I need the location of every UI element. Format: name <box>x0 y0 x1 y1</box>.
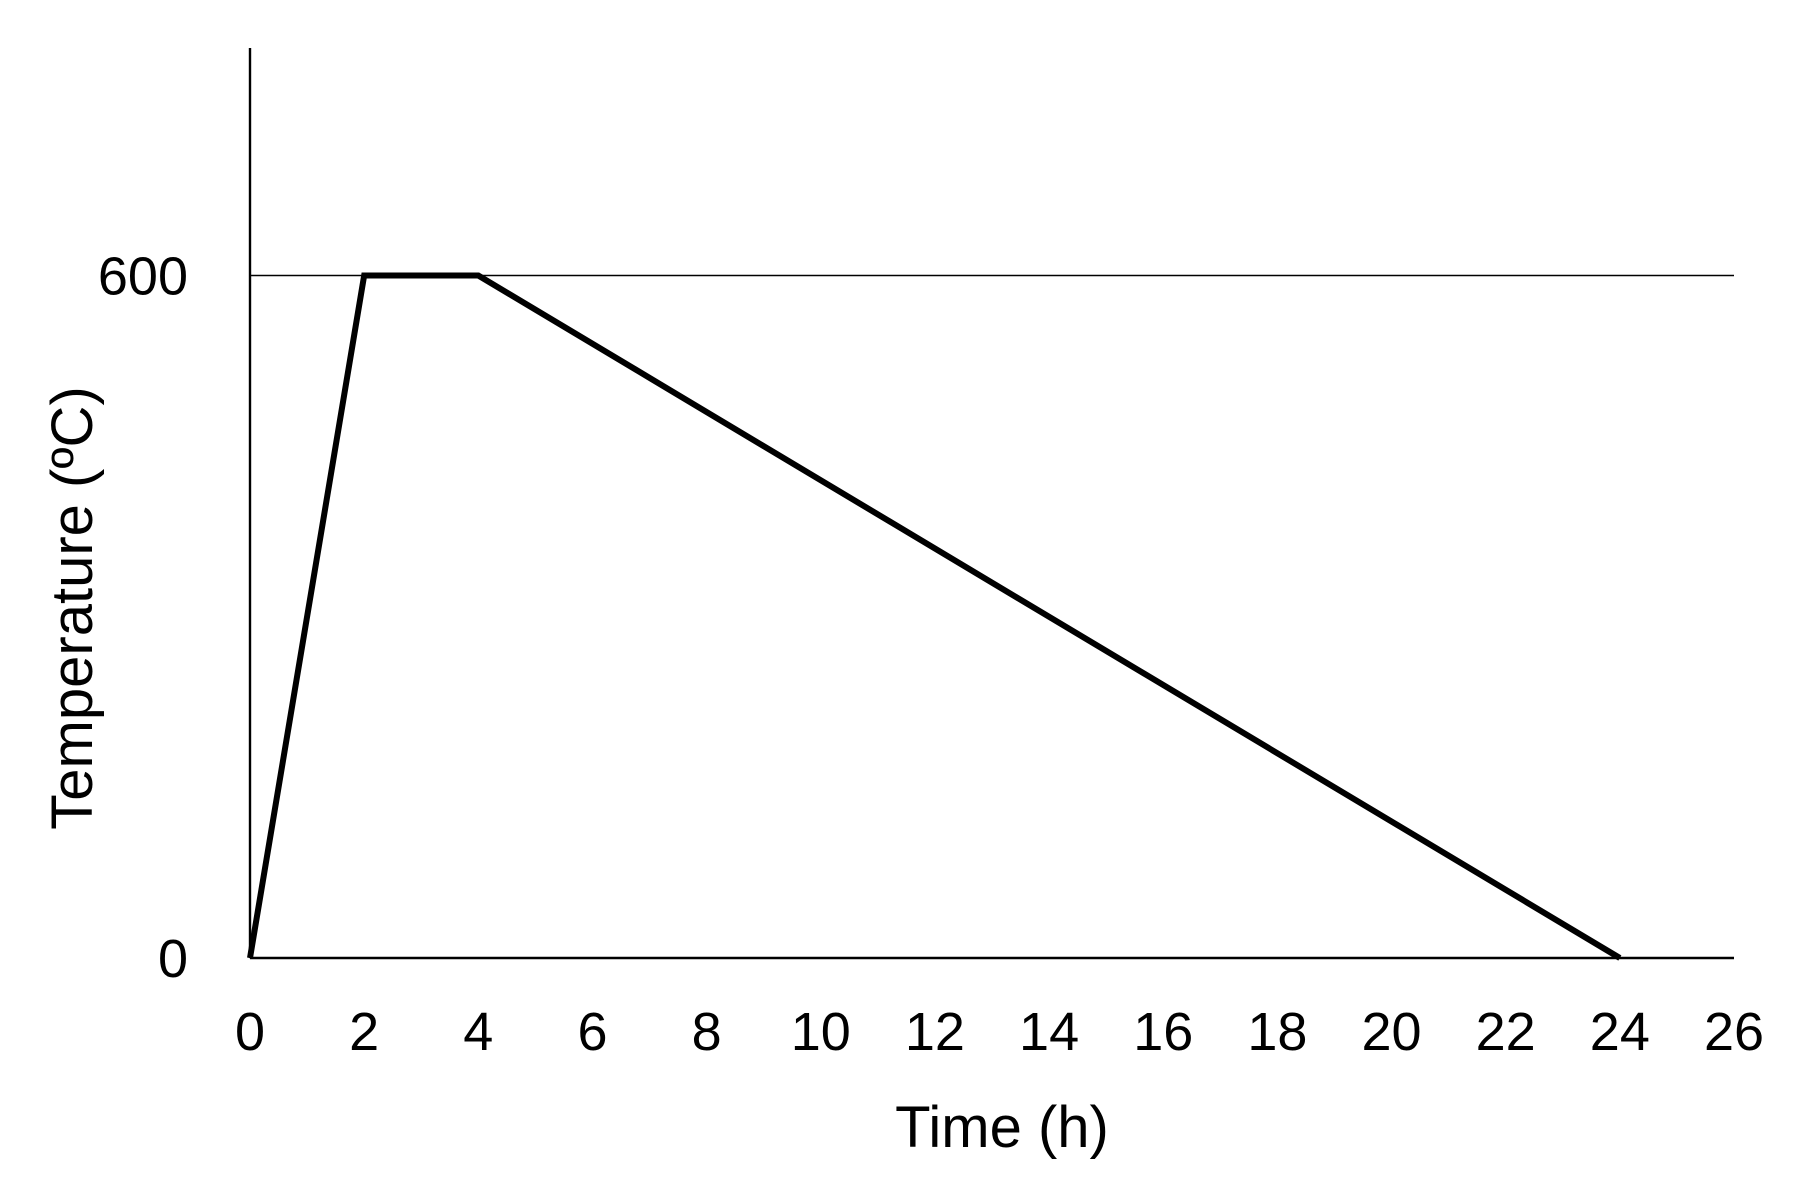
series-point-0-1 <box>363 275 365 276</box>
x-tick-label-0: 0 <box>235 1002 265 1062</box>
series-point-0-3 <box>1619 957 1621 959</box>
axes <box>248 48 1734 960</box>
series-point-0-0 <box>249 957 251 959</box>
x-tick-label-26: 26 <box>1704 1002 1764 1062</box>
x-tick-label-16: 16 <box>1133 1002 1193 1062</box>
x-tick-label-22: 22 <box>1476 1002 1536 1062</box>
x-tick-label-4: 4 <box>463 1002 493 1062</box>
x-axis-label: Time (h) <box>895 1095 1109 1160</box>
x-tick-label-8: 8 <box>692 1002 722 1062</box>
x-tick-labels: 0 2 4 6 8 10 12 14 16 18 20 22 24 26 <box>235 1002 1764 1062</box>
series-point-0-2 <box>477 275 479 276</box>
series-layer <box>247 272 1622 961</box>
x-tick-label-20: 20 <box>1361 1002 1421 1062</box>
y-axis-label: Temperature (ºC) <box>40 386 105 829</box>
y-tick-label-600: 600 <box>98 247 188 307</box>
x-tick-label-2: 2 <box>349 1002 379 1062</box>
x-tick-label-14: 14 <box>1019 1002 1079 1062</box>
x-tick-label-18: 18 <box>1247 1002 1307 1062</box>
x-tick-label-24: 24 <box>1590 1002 1650 1062</box>
y-tick-labels: 0 600 <box>98 247 188 990</box>
x-tick-label-12: 12 <box>905 1002 965 1062</box>
y-tick-label-0: 0 <box>158 929 188 989</box>
x-tick-label-10: 10 <box>791 1002 851 1062</box>
x-tick-label-6: 6 <box>577 1002 607 1062</box>
series-line-0 <box>247 272 1622 961</box>
